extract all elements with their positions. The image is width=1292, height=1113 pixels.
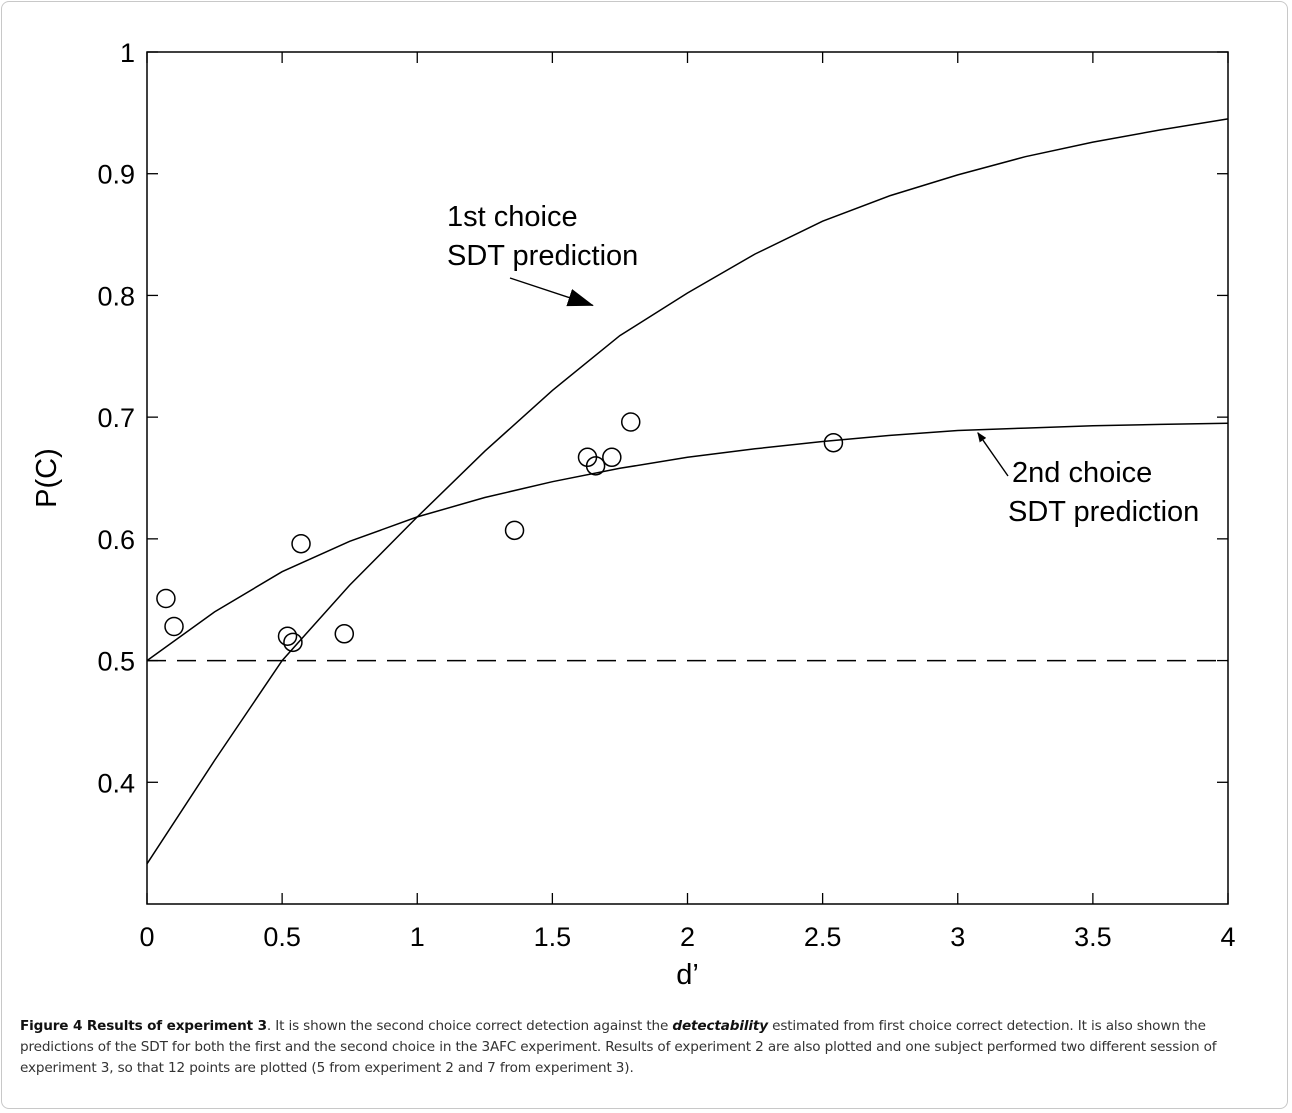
data-point (156, 588, 176, 609)
series-line-1 (146, 118, 1229, 865)
x-tick-label: 2 (680, 922, 695, 952)
caption-emphasis: detectability (672, 1018, 768, 1034)
data-point (283, 632, 303, 653)
figure-caption: Figure 4 Results of experiment 3. It is … (20, 1016, 1274, 1079)
x-tick-label: 0 (139, 922, 154, 952)
y-tick-label: 0.5 (97, 647, 135, 677)
data-point (291, 533, 311, 554)
x-axis-label: d’ (676, 959, 699, 991)
data-point (334, 624, 355, 644)
data-point (823, 432, 844, 453)
x-tick-label: 3 (950, 922, 965, 952)
annotation-1-arrow (509, 277, 594, 307)
data-point (585, 456, 606, 476)
annotation-1-line-2: SDT prediction (447, 240, 638, 272)
x-tick-label: 1.5 (534, 922, 572, 952)
data-point (504, 520, 525, 541)
chart: 0 0.5 1 1.5 2 2.5 3 3.5 4 0.4 0.5 0.6 0.7 0.8 0.9 1 d’ P(… (31, 38, 1236, 991)
x-tick-label: 0.5 (263, 922, 301, 952)
x-tick-label: 2.5 (804, 922, 842, 952)
annotation-2-line-1: 2nd choice (1012, 457, 1152, 489)
x-tick-label: 4 (1220, 922, 1235, 952)
x-tick-label: 1 (410, 922, 425, 952)
annotation-2-line-2: SDT prediction (1008, 496, 1199, 528)
y-tick-label: 0.8 (97, 281, 135, 311)
series-line-2 (146, 422, 1229, 662)
data-point (164, 616, 184, 637)
caption-text-1: . It is shown the second choice correct … (266, 1018, 673, 1034)
y-tick-label: 0.6 (97, 525, 135, 555)
y-axis-label: P(C) (31, 448, 63, 508)
data-point (277, 626, 298, 646)
x-tick-label: 3.5 (1074, 922, 1112, 952)
y-tick-label: 1 (120, 38, 135, 68)
y-tick-label: 0.9 (97, 160, 135, 190)
data-point (620, 412, 641, 432)
caption-text-2: estimated from first choice correct dete… (20, 1018, 1217, 1076)
annotation-1-line-1: 1st choice (447, 201, 578, 233)
data-point (602, 447, 622, 468)
annotation-2-arrow (977, 431, 1009, 477)
y-tick-label: 0.4 (97, 768, 135, 798)
caption-label: Figure 4 Results of experiment 3 (20, 1018, 267, 1034)
y-tick-label: 0.7 (97, 403, 135, 433)
